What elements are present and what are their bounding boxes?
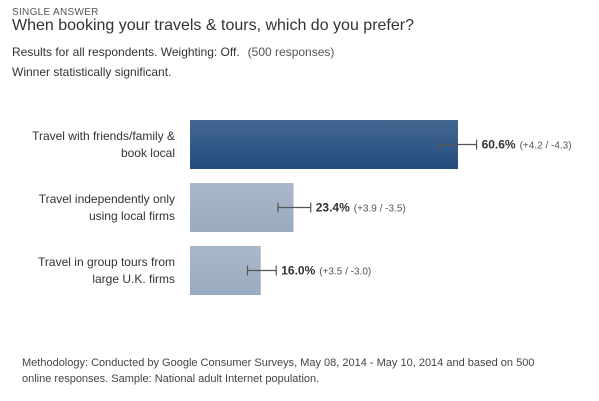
category-label-3-line-2: large U.K. firms xyxy=(92,272,175,286)
value-percent-2: 23.4% xyxy=(316,201,350,215)
value-percent-1: 60.6% xyxy=(482,138,516,152)
results-summary: Results for all respondents. Weighting: … xyxy=(12,45,334,59)
category-label-3-line-1: Travel in group tours from xyxy=(38,255,175,269)
question-title: When booking your travels & tours, which… xyxy=(12,17,414,34)
category-label-2-line-2: using local firms xyxy=(89,209,175,223)
value-label-2: 23.4% (+3.9 / -3.5) xyxy=(316,201,406,215)
significance-note: Winner statistically significant. xyxy=(12,65,172,79)
question-type-label: SINGLE ANSWER xyxy=(12,7,99,18)
bar-1 xyxy=(190,120,458,169)
category-label-2-line-1: Travel independently only xyxy=(39,192,175,206)
category-label-1-line-2: book local xyxy=(121,146,175,160)
category-label-1-line-1: Travel with friends/family & xyxy=(32,129,175,143)
bar-2 xyxy=(190,183,294,232)
value-error-2: (+3.9 / -3.5) xyxy=(354,204,406,215)
value-label-3: 16.0% (+3.5 / -3.0) xyxy=(281,264,371,278)
value-percent-3: 16.0% xyxy=(281,264,315,278)
response-count: (500 responses) xyxy=(247,45,335,59)
value-error-1: (+4.2 / -4.3) xyxy=(520,141,572,152)
value-error-3: (+3.5 / -3.0) xyxy=(319,267,371,278)
results-text: Results for all respondents. Weighting: … xyxy=(12,45,240,59)
methodology-note: Methodology: Conducted by Google Consume… xyxy=(22,357,535,385)
value-label-1: 60.6% (+4.2 / -4.3) xyxy=(482,138,572,152)
